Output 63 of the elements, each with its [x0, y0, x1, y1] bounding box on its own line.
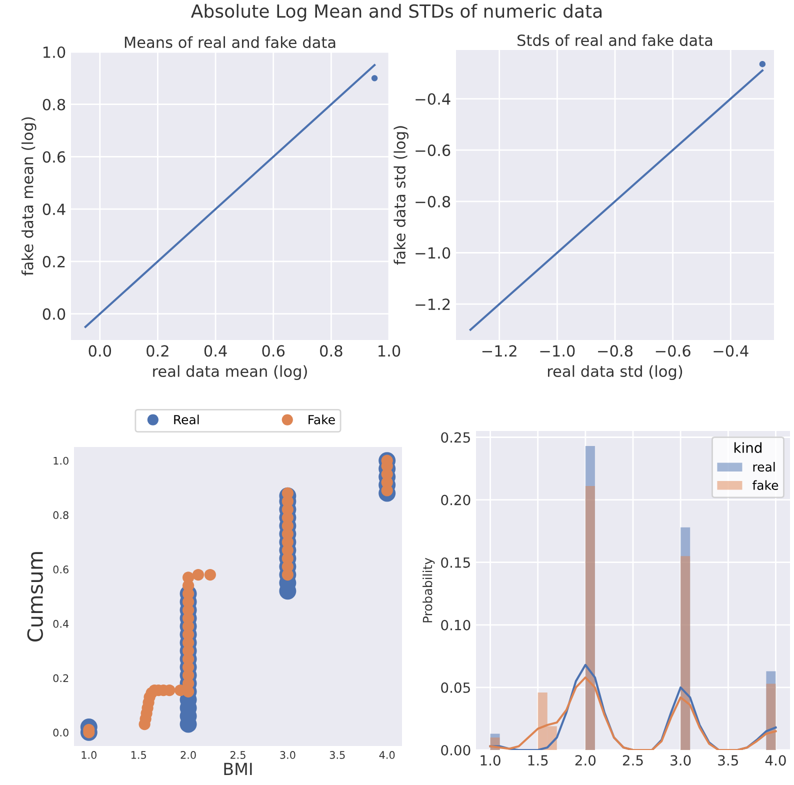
x-tick-label: −0.6	[656, 345, 690, 357]
x-tick-label: 4.0	[765, 755, 786, 766]
legend-label: real	[753, 462, 775, 472]
y-tick-label: 0.20	[441, 494, 470, 506]
x-tick-label: 3.0	[670, 755, 691, 766]
x-axis-title: real data std (log)	[548, 365, 682, 380]
x-tick-label: 1.0	[480, 755, 500, 766]
x-tick-label: 0.8	[320, 345, 342, 357]
y-tick-label: −0.4	[416, 93, 450, 105]
x-tick-label: −1.0	[540, 345, 575, 357]
x-tick-label: 2.0	[180, 751, 196, 759]
y-tick-label: 0.25	[441, 432, 470, 443]
x-tick-label: 0.4	[204, 345, 227, 357]
y-axis-title: Cumsum	[27, 552, 43, 642]
x-tick-label: 0.6	[262, 345, 285, 357]
y-tick-label: −0.8	[416, 196, 450, 208]
y-axis-title: fake data std (log)	[394, 126, 408, 265]
y-tick-label: 0.4	[42, 204, 66, 216]
x-tick-label: 4.0	[379, 751, 395, 759]
x-tick-label: 1.5	[131, 751, 146, 759]
y-tick-label: 0.8	[53, 511, 68, 520]
y-tick-label: 0.0	[42, 308, 66, 320]
x-tick-label: −0.4	[714, 345, 748, 357]
x-tick-label: 3.0	[280, 751, 296, 759]
x-tick-label: −0.8	[598, 345, 633, 357]
y-tick-label: 0.6	[42, 151, 66, 163]
y-tick-label: −0.6	[416, 144, 450, 156]
y-tick-label: 0.6	[53, 566, 68, 574]
legend-label: fake	[752, 480, 778, 490]
x-tick-label: 3.5	[718, 755, 738, 766]
x-tick-label: 1.0	[378, 345, 400, 357]
legend-title: kind	[734, 442, 762, 453]
chart-title: Stds of real and fake data	[518, 34, 712, 46]
x-tick-label: 2.5	[230, 751, 246, 759]
y-tick-label: 0.2	[42, 256, 65, 268]
y-tick-label: 1.0	[44, 46, 66, 58]
y-axis-title: fake data mean (log)	[22, 117, 36, 276]
y-tick-label: −1.0	[416, 247, 450, 259]
x-tick-label: −1.2	[482, 345, 516, 356]
x-tick-label: 1.5	[528, 755, 548, 766]
x-tick-label: 0.0	[88, 345, 112, 357]
y-axis-title: Probability	[422, 558, 435, 622]
chart-subtitle: Means of real and fake data	[124, 36, 336, 48]
y-tick-label: 0.10	[441, 620, 470, 630]
legend-label: Real	[174, 414, 199, 424]
x-tick-label: 2.5	[622, 755, 643, 766]
y-tick-label: −1.2	[416, 298, 450, 310]
chart-title: Absolute Log Mean and STDs of numeric data	[190, 4, 602, 22]
y-tick-label: 0.0	[53, 728, 68, 737]
y-tick-label: 0.8	[42, 98, 66, 110]
x-tick-label: 0.2	[146, 345, 168, 357]
y-tick-label: 0.4	[53, 620, 69, 628]
y-tick-label: 0.00	[441, 744, 470, 756]
y-tick-label: 1.0	[54, 456, 68, 465]
y-tick-label: 0.15	[441, 557, 470, 568]
x-tick-label: 3.5	[330, 751, 345, 759]
x-axis-title: BMI	[224, 762, 252, 775]
legend-label: Fake	[308, 414, 335, 424]
y-tick-label: 0.2	[53, 674, 68, 682]
x-tick-label: 1.0	[82, 751, 96, 759]
y-tick-label: 0.05	[441, 682, 470, 693]
x-axis-title: real data mean (log)	[153, 365, 307, 380]
x-tick-label: 2.0	[575, 755, 596, 766]
